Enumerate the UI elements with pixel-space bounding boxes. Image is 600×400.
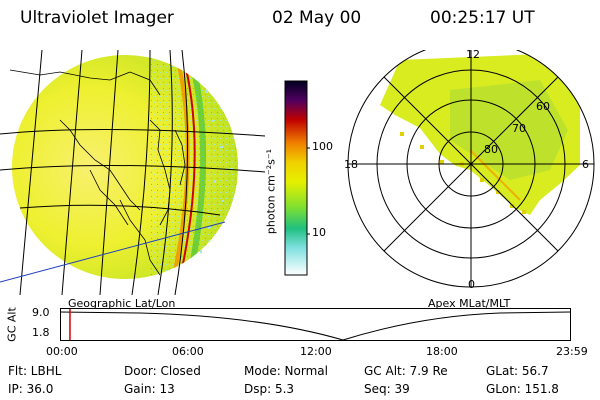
geographic-image xyxy=(0,50,265,295)
timeline-xtick-1800: 18:00 xyxy=(426,345,458,358)
colorbar-tick-100: 100 xyxy=(312,140,333,153)
timeline-ytick-1: 1.8 xyxy=(32,326,50,339)
mlt-label-18: 18 xyxy=(344,158,358,171)
polar-grid xyxy=(347,50,595,288)
colorbar xyxy=(284,80,310,276)
geographic-panel-label: Geographic Lat/Lon xyxy=(68,297,176,310)
orbit-track xyxy=(0,221,226,283)
colorbar-tick-10: 10 xyxy=(312,226,326,239)
timeline-ytick-9: 9.0 xyxy=(32,306,50,319)
status-dsp: Dsp: 5.3 xyxy=(244,382,295,396)
status-gain: Gain: 13 xyxy=(124,382,175,396)
timeline-xtick-0600: 06:00 xyxy=(172,345,204,358)
mlt-label-6: 6 xyxy=(582,158,589,171)
status-glat: GLat: 56.7 xyxy=(486,364,549,378)
timeline-xtick-2359: 23:59 xyxy=(556,345,588,358)
lat-label-80: 80 xyxy=(484,143,498,156)
instrument-title: Ultraviolet Imager xyxy=(20,8,174,28)
timeline-xtick-1200: 12:00 xyxy=(300,345,332,358)
timeline-xtick-0000: 00:00 xyxy=(46,345,78,358)
lat-label-70: 70 xyxy=(512,122,526,135)
time-label: 00:25:17 UT xyxy=(430,8,535,28)
timeline-ylabel: GC Alt xyxy=(5,307,19,342)
terminator-speckle xyxy=(200,90,232,253)
status-mode: Mode: Normal xyxy=(244,364,328,378)
status-door: Door: Closed xyxy=(124,364,201,378)
coastlines xyxy=(9,69,186,276)
mlt-label-0: 0 xyxy=(468,278,475,291)
status-glon: GLon: 151.8 xyxy=(486,382,559,396)
altitude-timeline xyxy=(60,308,571,341)
status-seq: Seq: 39 xyxy=(364,382,410,396)
polar-plot xyxy=(347,50,595,288)
status-gc-alt: GC Alt: 7.9 Re xyxy=(364,364,448,378)
lat-label-60: 60 xyxy=(536,100,550,113)
colorbar-unit-label: photon cm⁻²s⁻¹ xyxy=(264,148,278,235)
date-label: 02 May 00 xyxy=(272,8,362,28)
lat-lon-grid xyxy=(0,50,265,295)
status-ip: IP: 36.0 xyxy=(8,382,54,396)
status-flt: Flt: LBHL xyxy=(8,364,62,378)
apex-panel-label: Apex MLat/MLT xyxy=(428,297,511,310)
mlt-label-12: 12 xyxy=(466,48,480,61)
altitude-curve xyxy=(60,311,571,341)
